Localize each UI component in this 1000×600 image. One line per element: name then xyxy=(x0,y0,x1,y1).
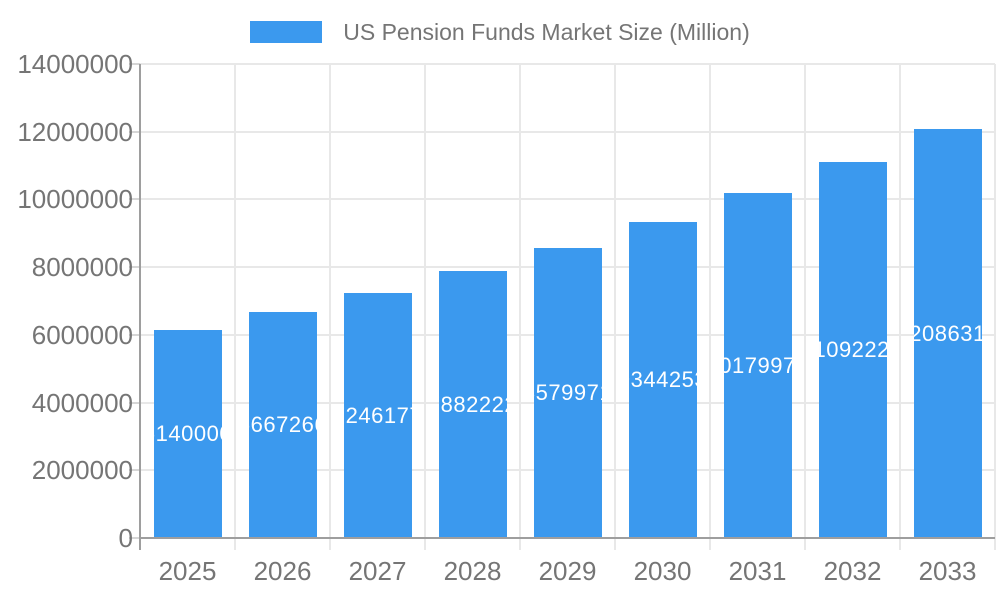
legend-color-swatch xyxy=(250,21,323,43)
bar-value-label: 7882222 xyxy=(439,391,507,417)
x-boundary-gridline xyxy=(899,64,901,550)
x-boundary-gridline xyxy=(519,64,521,550)
y-gridline xyxy=(140,198,995,201)
x-axis-label: 2027 xyxy=(348,556,407,586)
bar-2028: 7882222 xyxy=(438,271,507,538)
x-axis-label: 2029 xyxy=(538,556,597,586)
chart-title: US Pension Funds Market Size (Million) xyxy=(343,18,750,45)
bar-value-label: 12086314 xyxy=(913,320,982,346)
y-axis-label: 10000000 xyxy=(17,184,133,215)
bar-value-label: 9344253 xyxy=(629,367,697,392)
y-axis-line xyxy=(139,64,141,550)
y-gridline xyxy=(140,63,995,65)
y-axis-label: 4000000 xyxy=(31,387,133,418)
bar-value-label: 6140000 xyxy=(154,421,222,446)
bar-2029: 8579971 xyxy=(533,248,602,538)
bar-value-label: 6667266 xyxy=(249,412,317,437)
bar-2030: 9344253 xyxy=(628,222,697,538)
y-axis-label: 2000000 xyxy=(31,455,133,486)
x-axis-line xyxy=(140,537,995,539)
x-axis-label: 2025 xyxy=(158,556,217,586)
bar-2027: 7246177 xyxy=(343,293,412,538)
y-axis-tick xyxy=(129,469,140,472)
bar-value-label: 11092228 xyxy=(818,337,887,362)
x-boundary-gridline xyxy=(994,64,996,550)
bar-2026: 6667266 xyxy=(248,312,317,538)
y-axis-tick xyxy=(129,333,140,336)
plot-area: 6140000 6667266 7246177 7882222 8579971 93442… xyxy=(140,63,995,538)
bar-value-label: 8579971 xyxy=(534,380,602,405)
x-boundary-gridline xyxy=(614,64,616,550)
y-axis-tick xyxy=(129,63,140,65)
y-axis-tick xyxy=(129,198,140,201)
bar-2032: 11092228 xyxy=(818,162,887,538)
x-boundary-gridline xyxy=(804,64,806,550)
y-axis-label: 14000000 xyxy=(17,49,133,79)
y-gridline xyxy=(140,130,995,133)
y-axis-tick xyxy=(129,401,140,404)
bar-value-label: 7246177 xyxy=(344,402,412,428)
x-axis-label: 2032 xyxy=(823,556,882,586)
chart-legend: US Pension Funds Market Size (Million) xyxy=(0,14,1000,50)
y-axis-tick xyxy=(129,130,140,133)
x-boundary-gridline xyxy=(234,64,236,550)
x-boundary-gridline xyxy=(709,64,711,550)
bar-value-label: 10179971 xyxy=(723,352,792,378)
y-axis-label: 12000000 xyxy=(17,116,133,147)
y-axis-label: 0 xyxy=(118,523,133,553)
y-axis-label: 8000000 xyxy=(31,252,133,283)
x-boundary-gridline xyxy=(424,64,426,550)
bar-2025: 6140000 xyxy=(153,330,222,538)
x-axis-label: 2026 xyxy=(253,556,312,586)
x-axis-label: 2033 xyxy=(918,556,977,586)
bar-2031: 10179971 xyxy=(723,193,792,538)
y-axis-tick xyxy=(129,537,140,539)
y-axis-label: 6000000 xyxy=(31,319,133,350)
y-axis-tick xyxy=(129,266,140,269)
x-axis-label: 2028 xyxy=(443,556,502,586)
bar-2033: 12086314 xyxy=(913,129,982,538)
x-boundary-gridline xyxy=(329,64,331,550)
x-axis-label: 2031 xyxy=(728,556,787,586)
x-axis-label: 2030 xyxy=(633,556,692,586)
